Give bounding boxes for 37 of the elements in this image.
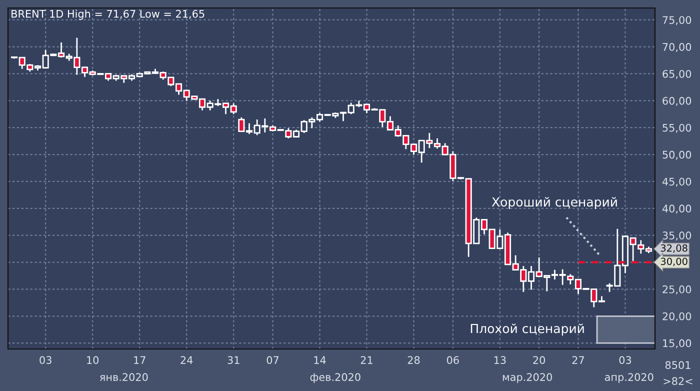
text: фев.2020 [310,373,360,384]
text: >82< [664,377,692,386]
text: янв.2020 [100,373,148,382]
x-tick-label: 31 [228,356,240,364]
y-tick-label: 55,00 [662,124,692,133]
annotation: Хороший сценарий [492,197,617,210]
x-tick-label: 20 [533,356,546,364]
x-tick-label: 27 [572,356,584,364]
band-label: Плохой сценарий [470,324,584,336]
chart-title: BRENT 1D High = 71,67 Low = 21,65 [12,10,204,20]
text: 8501 [665,361,690,370]
y-tick-label: 65,00 [662,70,692,79]
x-tick-label: 07 [266,356,278,364]
x-tick-label: 17 [134,356,146,364]
y-tick-label: 70,00 [662,43,692,52]
x-tick-label: 13 [494,356,506,364]
x-tick-label: 03 [619,356,632,364]
x-tick-label: 28 [408,356,420,364]
text: 32,08 [660,244,688,253]
y-tick-label: 20,00 [662,312,692,322]
ref-line-label: 30,00 [660,258,688,266]
y-tick-label: 75,00 [662,16,692,26]
y-tick-label: 45,00 [662,178,692,187]
x-tick-label: 21 [360,356,372,364]
x-tick-label: 06 [446,356,459,364]
y-tick-label: 60,00 [662,96,692,106]
text: апр.2020 [604,373,654,384]
y-tick-label: 50,00 [662,150,692,160]
x-tick-label: 24 [180,356,193,364]
y-tick-label: 25,00 [662,285,692,294]
text: мар.2020 [502,373,552,384]
y-tick-label: 15,00 [663,339,692,348]
y-tick-label: 35,00 [662,232,692,240]
x-tick-label: 14 [314,356,326,364]
y-tick-label: 40,00 [662,204,692,214]
x-tick-label: 10 [87,356,99,364]
x-tick-label: 03 [40,356,52,364]
